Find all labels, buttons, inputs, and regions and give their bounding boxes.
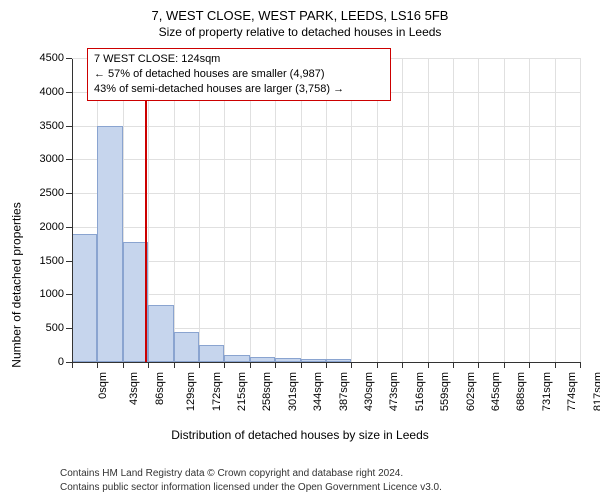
x-tick-label: 344sqm: [312, 372, 324, 411]
x-tick-label: 387sqm: [338, 372, 350, 411]
histogram-bar: [148, 305, 173, 362]
x-tick-label: 817sqm: [592, 372, 600, 411]
y-tick-label: 0: [28, 356, 64, 368]
right-axis-line: [580, 58, 581, 362]
y-axis-line: [72, 58, 73, 362]
footer-line2: Contains public sector information licen…: [60, 481, 442, 495]
x-tick-label: 215sqm: [236, 372, 248, 411]
x-tick-label: 559sqm: [439, 372, 451, 411]
x-tick-label: 43sqm: [128, 372, 140, 405]
histogram-bar: [97, 126, 122, 362]
x-tick-label: 129sqm: [185, 372, 197, 411]
grid-line-v: [453, 58, 454, 362]
grid-line-v: [402, 58, 403, 362]
histogram-bar: [174, 332, 199, 362]
y-tick-label: 3000: [28, 153, 64, 165]
x-tick-label: 731sqm: [541, 372, 553, 411]
footer: Contains HM Land Registry data © Crown c…: [60, 467, 442, 494]
grid-line-v: [301, 58, 302, 362]
histogram-bar: [72, 234, 97, 362]
x-axis-title: Distribution of detached houses by size …: [0, 428, 600, 442]
footer-line1: Contains HM Land Registry data © Crown c…: [60, 467, 442, 481]
y-tick-label: 2500: [28, 187, 64, 199]
x-tick-label: 172sqm: [211, 372, 223, 411]
x-tick-label: 430sqm: [363, 372, 375, 411]
chart-subtitle: Size of property relative to detached ho…: [0, 25, 600, 39]
grid-line-v: [478, 58, 479, 362]
x-tick-label: 301sqm: [287, 372, 299, 411]
grid-line-v: [275, 58, 276, 362]
x-tick-label: 774sqm: [566, 372, 578, 411]
y-tick-label: 3500: [28, 120, 64, 132]
chart-container: 7, WEST CLOSE, WEST PARK, LEEDS, LS16 5F…: [0, 0, 600, 500]
grid-line-v: [199, 58, 200, 362]
x-tick-label: 473sqm: [389, 372, 401, 411]
annotation-line2: ← 57% of detached houses are smaller (4,…: [94, 67, 384, 82]
annotation-box: 7 WEST CLOSE: 124sqm ← 57% of detached h…: [87, 48, 391, 101]
histogram-bar: [224, 355, 249, 362]
x-tick-label: 645sqm: [490, 372, 502, 411]
y-axis-title: Number of detached properties: [10, 202, 24, 367]
x-tick-label: 86sqm: [154, 372, 166, 405]
grid-line-v: [174, 58, 175, 362]
y-tick-label: 500: [28, 322, 64, 334]
y-tick-label: 1500: [28, 255, 64, 267]
histogram-bar: [199, 345, 224, 362]
x-tick-label: 688sqm: [516, 372, 528, 411]
grid-line-v: [351, 58, 352, 362]
x-tick-label: 602sqm: [465, 372, 477, 411]
grid-line-v: [224, 58, 225, 362]
annotation-line1: 7 WEST CLOSE: 124sqm: [94, 52, 384, 67]
x-tick-label: 0sqm: [97, 372, 109, 399]
y-tick-label: 4000: [28, 86, 64, 98]
grid-line-v: [529, 58, 530, 362]
plot-area: Number of detached properties 0500100015…: [72, 58, 580, 362]
y-tick-label: 4500: [28, 52, 64, 64]
x-tick: [580, 362, 581, 368]
x-tick-label: 516sqm: [414, 372, 426, 411]
grid-line-v: [250, 58, 251, 362]
grid-line-v: [504, 58, 505, 362]
property-marker-line: [145, 58, 147, 362]
grid-line-v: [326, 58, 327, 362]
grid-line-v: [377, 58, 378, 362]
grid-line-v: [555, 58, 556, 362]
y-tick-label: 2000: [28, 221, 64, 233]
chart-title: 7, WEST CLOSE, WEST PARK, LEEDS, LS16 5F…: [0, 0, 600, 23]
x-axis-line: [72, 362, 580, 363]
annotation-line3: 43% of semi-detached houses are larger (…: [94, 82, 384, 97]
x-tick-label: 258sqm: [262, 372, 274, 411]
y-tick-label: 1000: [28, 288, 64, 300]
grid-line-v: [428, 58, 429, 362]
